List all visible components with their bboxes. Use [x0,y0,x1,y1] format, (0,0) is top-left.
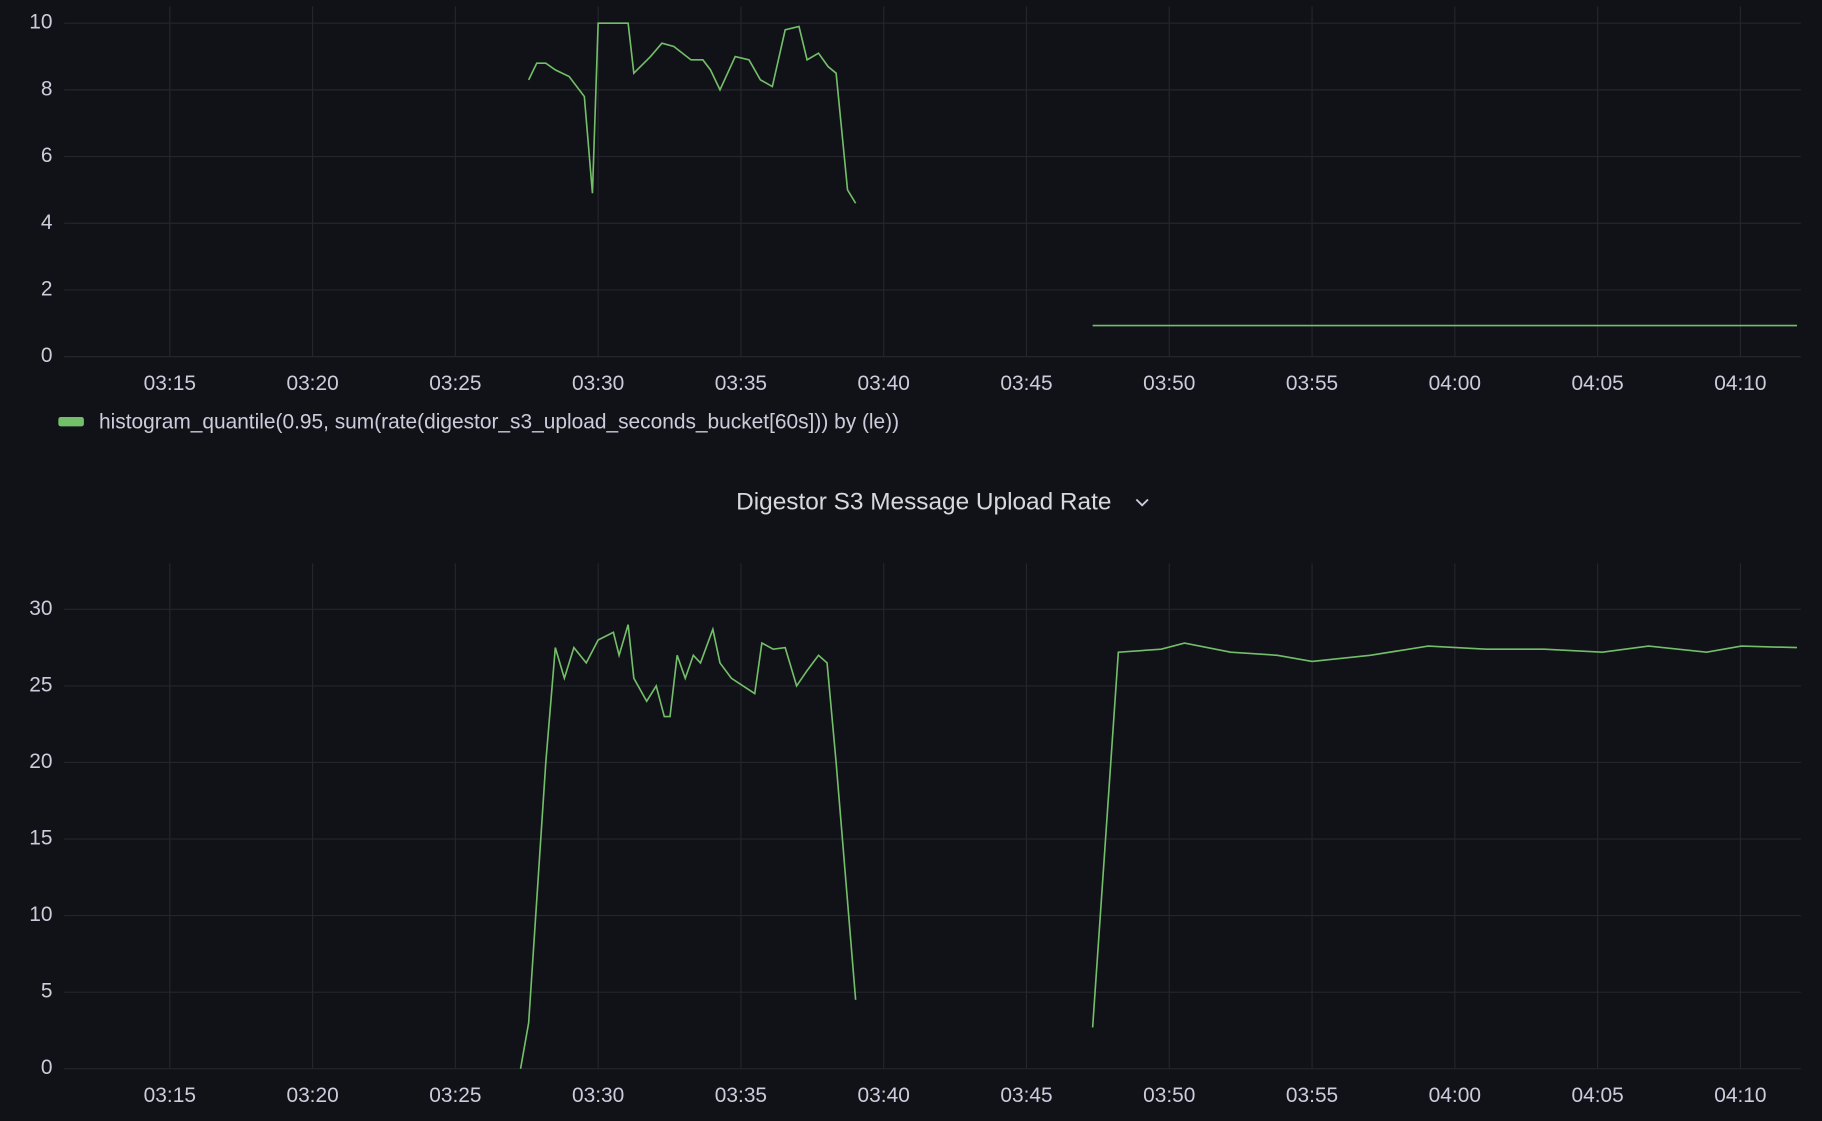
x-tick-label: 03:35 [715,372,767,395]
x-tick-label: 04:00 [1429,1084,1481,1107]
x-tick-label: 03:45 [1000,372,1052,395]
x-tick-label: 03:35 [715,1084,767,1107]
y-tick-label: 0 [41,1056,53,1079]
x-tick-label: 03:55 [1286,1084,1338,1107]
x-tick-label: 04:05 [1571,1084,1623,1107]
y-tick-label: 25 [29,673,52,696]
x-tick-label: 03:25 [429,1084,481,1107]
legend-swatch [58,417,84,427]
x-tick-label: 03:30 [572,1084,624,1107]
x-tick-label: 03:25 [429,372,481,395]
legend-label: histogram_quantile(0.95, sum(rate(digest… [99,410,899,433]
x-tick-label: 04:10 [1714,372,1766,395]
x-tick-label: 03:30 [572,372,624,395]
y-tick-label: 30 [29,597,52,620]
y-tick-label: 20 [29,750,52,773]
y-tick-label: 5 [41,980,53,1003]
panel-title[interactable]: Digestor S3 Message Upload Rate [736,488,1111,515]
x-tick-label: 03:15 [144,372,196,395]
x-tick-label: 03:40 [858,1084,910,1107]
panel-menu-chevron[interactable] [1135,498,1149,507]
y-tick-label: 10 [29,11,52,34]
x-tick-label: 03:20 [286,1084,338,1107]
series-line [519,624,1798,1069]
y-tick-label: 6 [41,144,53,167]
y-tick-label: 0 [41,344,53,367]
x-tick-label: 03:40 [858,372,910,395]
x-tick-label: 03:20 [286,372,338,395]
x-tick-label: 03:15 [144,1084,196,1107]
x-tick-label: 04:00 [1429,372,1481,395]
y-tick-label: 8 [41,77,53,100]
series-line [527,22,1798,327]
x-tick-label: 03:50 [1143,1084,1195,1107]
x-tick-label: 03:55 [1286,372,1338,395]
y-tick-label: 2 [41,277,53,300]
x-tick-label: 04:05 [1571,372,1623,395]
x-tick-label: 03:50 [1143,372,1195,395]
y-tick-label: 10 [29,903,52,926]
y-tick-label: 15 [29,827,52,850]
x-tick-label: 04:10 [1714,1084,1766,1107]
y-tick-label: 4 [41,211,53,234]
x-tick-label: 03:45 [1000,1084,1052,1107]
